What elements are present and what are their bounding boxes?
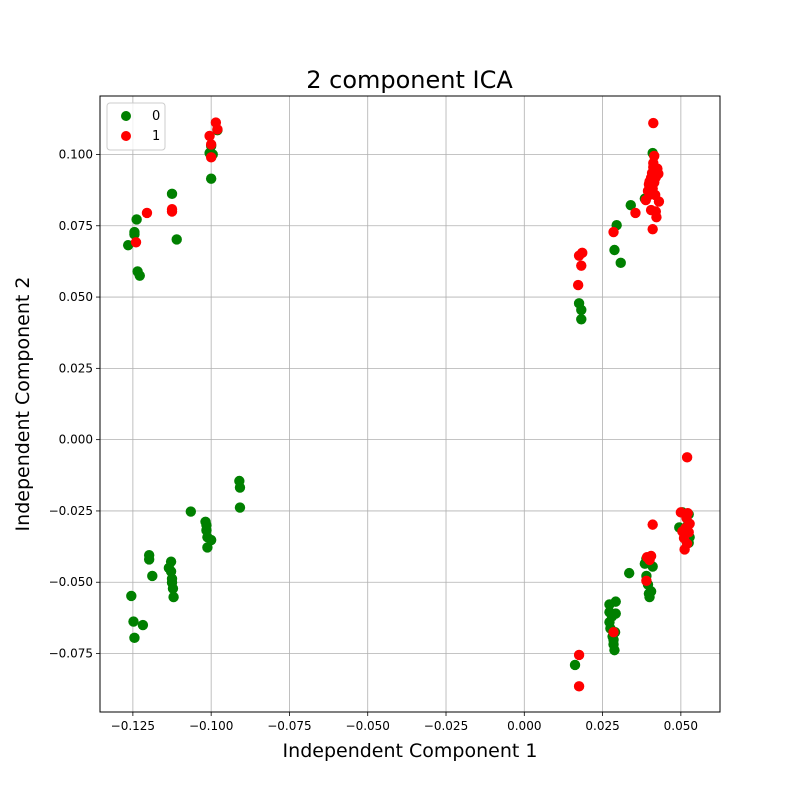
- legend-label-0: 0: [152, 109, 160, 124]
- y-tick-label: 0.025: [59, 361, 93, 375]
- data-point-series-0: [610, 608, 621, 619]
- data-point-series-1: [608, 626, 619, 638]
- data-point-series-0: [645, 586, 657, 597]
- plot-frame: [99, 95, 721, 713]
- x-tick-label: −0.075: [267, 719, 311, 733]
- data-point-series-0: [185, 506, 197, 517]
- x-tick-label: −0.125: [111, 719, 155, 733]
- data-point-series-1: [205, 152, 217, 163]
- data-point-series-0: [134, 270, 145, 281]
- y-tick-label: 0.075: [59, 219, 93, 233]
- data-point-series-1: [576, 260, 587, 271]
- data-point-series-0: [122, 239, 134, 251]
- x-tick-label: −0.100: [189, 719, 233, 733]
- y-tick-label: −0.075: [49, 647, 93, 661]
- y-tick-label: 0.100: [59, 147, 93, 161]
- x-tick-label: −0.025: [424, 719, 468, 733]
- data-point-series-0: [576, 314, 587, 325]
- data-point-series-0: [166, 188, 178, 200]
- data-point-series-1: [653, 168, 664, 180]
- data-point-series-1: [573, 681, 585, 692]
- data-point-series-0: [615, 257, 626, 269]
- data-point-series-1: [141, 207, 153, 219]
- data-point-series-1: [212, 124, 223, 135]
- data-point-series-1: [681, 538, 693, 549]
- data-point-series-0: [625, 200, 636, 211]
- data-point-series-0: [143, 554, 155, 565]
- data-point-series-1: [641, 575, 652, 587]
- data-point-series-0: [147, 570, 158, 582]
- y-axis-label: Independent Component 2: [12, 277, 34, 532]
- data-point-series-0: [569, 659, 581, 671]
- data-point-series-0: [168, 591, 179, 603]
- y-axis-ticks: −0.075 −0.050 −0.025 0.000 0.025 0.050 0.075 0.…: [49, 147, 100, 661]
- data-point-series-1: [630, 207, 641, 219]
- data-point-series-1: [684, 518, 695, 529]
- data-point-series-0: [167, 583, 179, 594]
- data-point-series-1: [647, 519, 658, 530]
- data-point-series-0: [234, 482, 246, 493]
- y-tick-label: −0.050: [49, 575, 93, 589]
- data-point-series-0: [131, 214, 142, 225]
- data-points: [122, 117, 695, 692]
- legend-marker-1: [121, 131, 131, 141]
- data-point-series-1: [130, 237, 142, 248]
- legend-marker-0: [121, 111, 131, 121]
- data-point-series-0: [137, 619, 149, 631]
- data-point-series-1: [166, 206, 178, 217]
- data-point-series-1: [648, 117, 659, 129]
- x-axis-ticks: −0.125 −0.100 −0.075 −0.050 −0.025 0.000 0.025…: [111, 712, 698, 733]
- data-point-series-0: [129, 632, 140, 644]
- grid-lines: [100, 96, 720, 712]
- x-tick-label: 0.050: [664, 719, 698, 733]
- y-tick-label: 0.000: [59, 433, 93, 447]
- data-point-series-0: [609, 244, 620, 256]
- data-point-series-0: [128, 616, 139, 627]
- y-tick-label: −0.025: [49, 504, 93, 518]
- data-point-series-0: [609, 644, 620, 656]
- data-point-series-1: [647, 223, 658, 235]
- x-tick-label: 0.000: [507, 719, 541, 733]
- data-point-series-1: [653, 196, 665, 207]
- data-point-series-1: [608, 226, 619, 238]
- data-point-series-0: [623, 567, 635, 579]
- legend-label-1: 1: [152, 129, 160, 144]
- data-point-series-1: [651, 212, 662, 223]
- data-point-series-1: [683, 527, 694, 538]
- data-point-series-1: [573, 649, 585, 661]
- data-point-series-0: [610, 596, 621, 607]
- data-point-series-1: [649, 150, 660, 162]
- data-point-series-1: [572, 279, 584, 291]
- data-point-series-0: [126, 590, 137, 602]
- x-tick-label: −0.050: [346, 719, 390, 733]
- y-tick-label: 0.050: [59, 290, 93, 304]
- data-point-series-1: [577, 247, 588, 259]
- data-point-series-0: [234, 502, 246, 513]
- x-axis-label: Independent Component 1: [283, 740, 538, 762]
- data-point-series-1: [204, 130, 215, 142]
- data-point-series-1: [645, 550, 657, 562]
- chart-title: 2 component ICA: [306, 66, 513, 94]
- data-point-series-0: [576, 304, 587, 316]
- data-point-series-0: [129, 226, 140, 238]
- data-point-series-1: [681, 452, 693, 463]
- legend: 0 1: [106, 102, 166, 151]
- data-point-series-1: [205, 139, 217, 150]
- x-tick-label: 0.025: [585, 719, 619, 733]
- data-point-series-0: [205, 173, 217, 184]
- data-point-series-0: [205, 534, 217, 546]
- data-point-series-0: [165, 556, 177, 567]
- data-point-series-1: [682, 508, 693, 519]
- data-point-series-0: [171, 234, 182, 245]
